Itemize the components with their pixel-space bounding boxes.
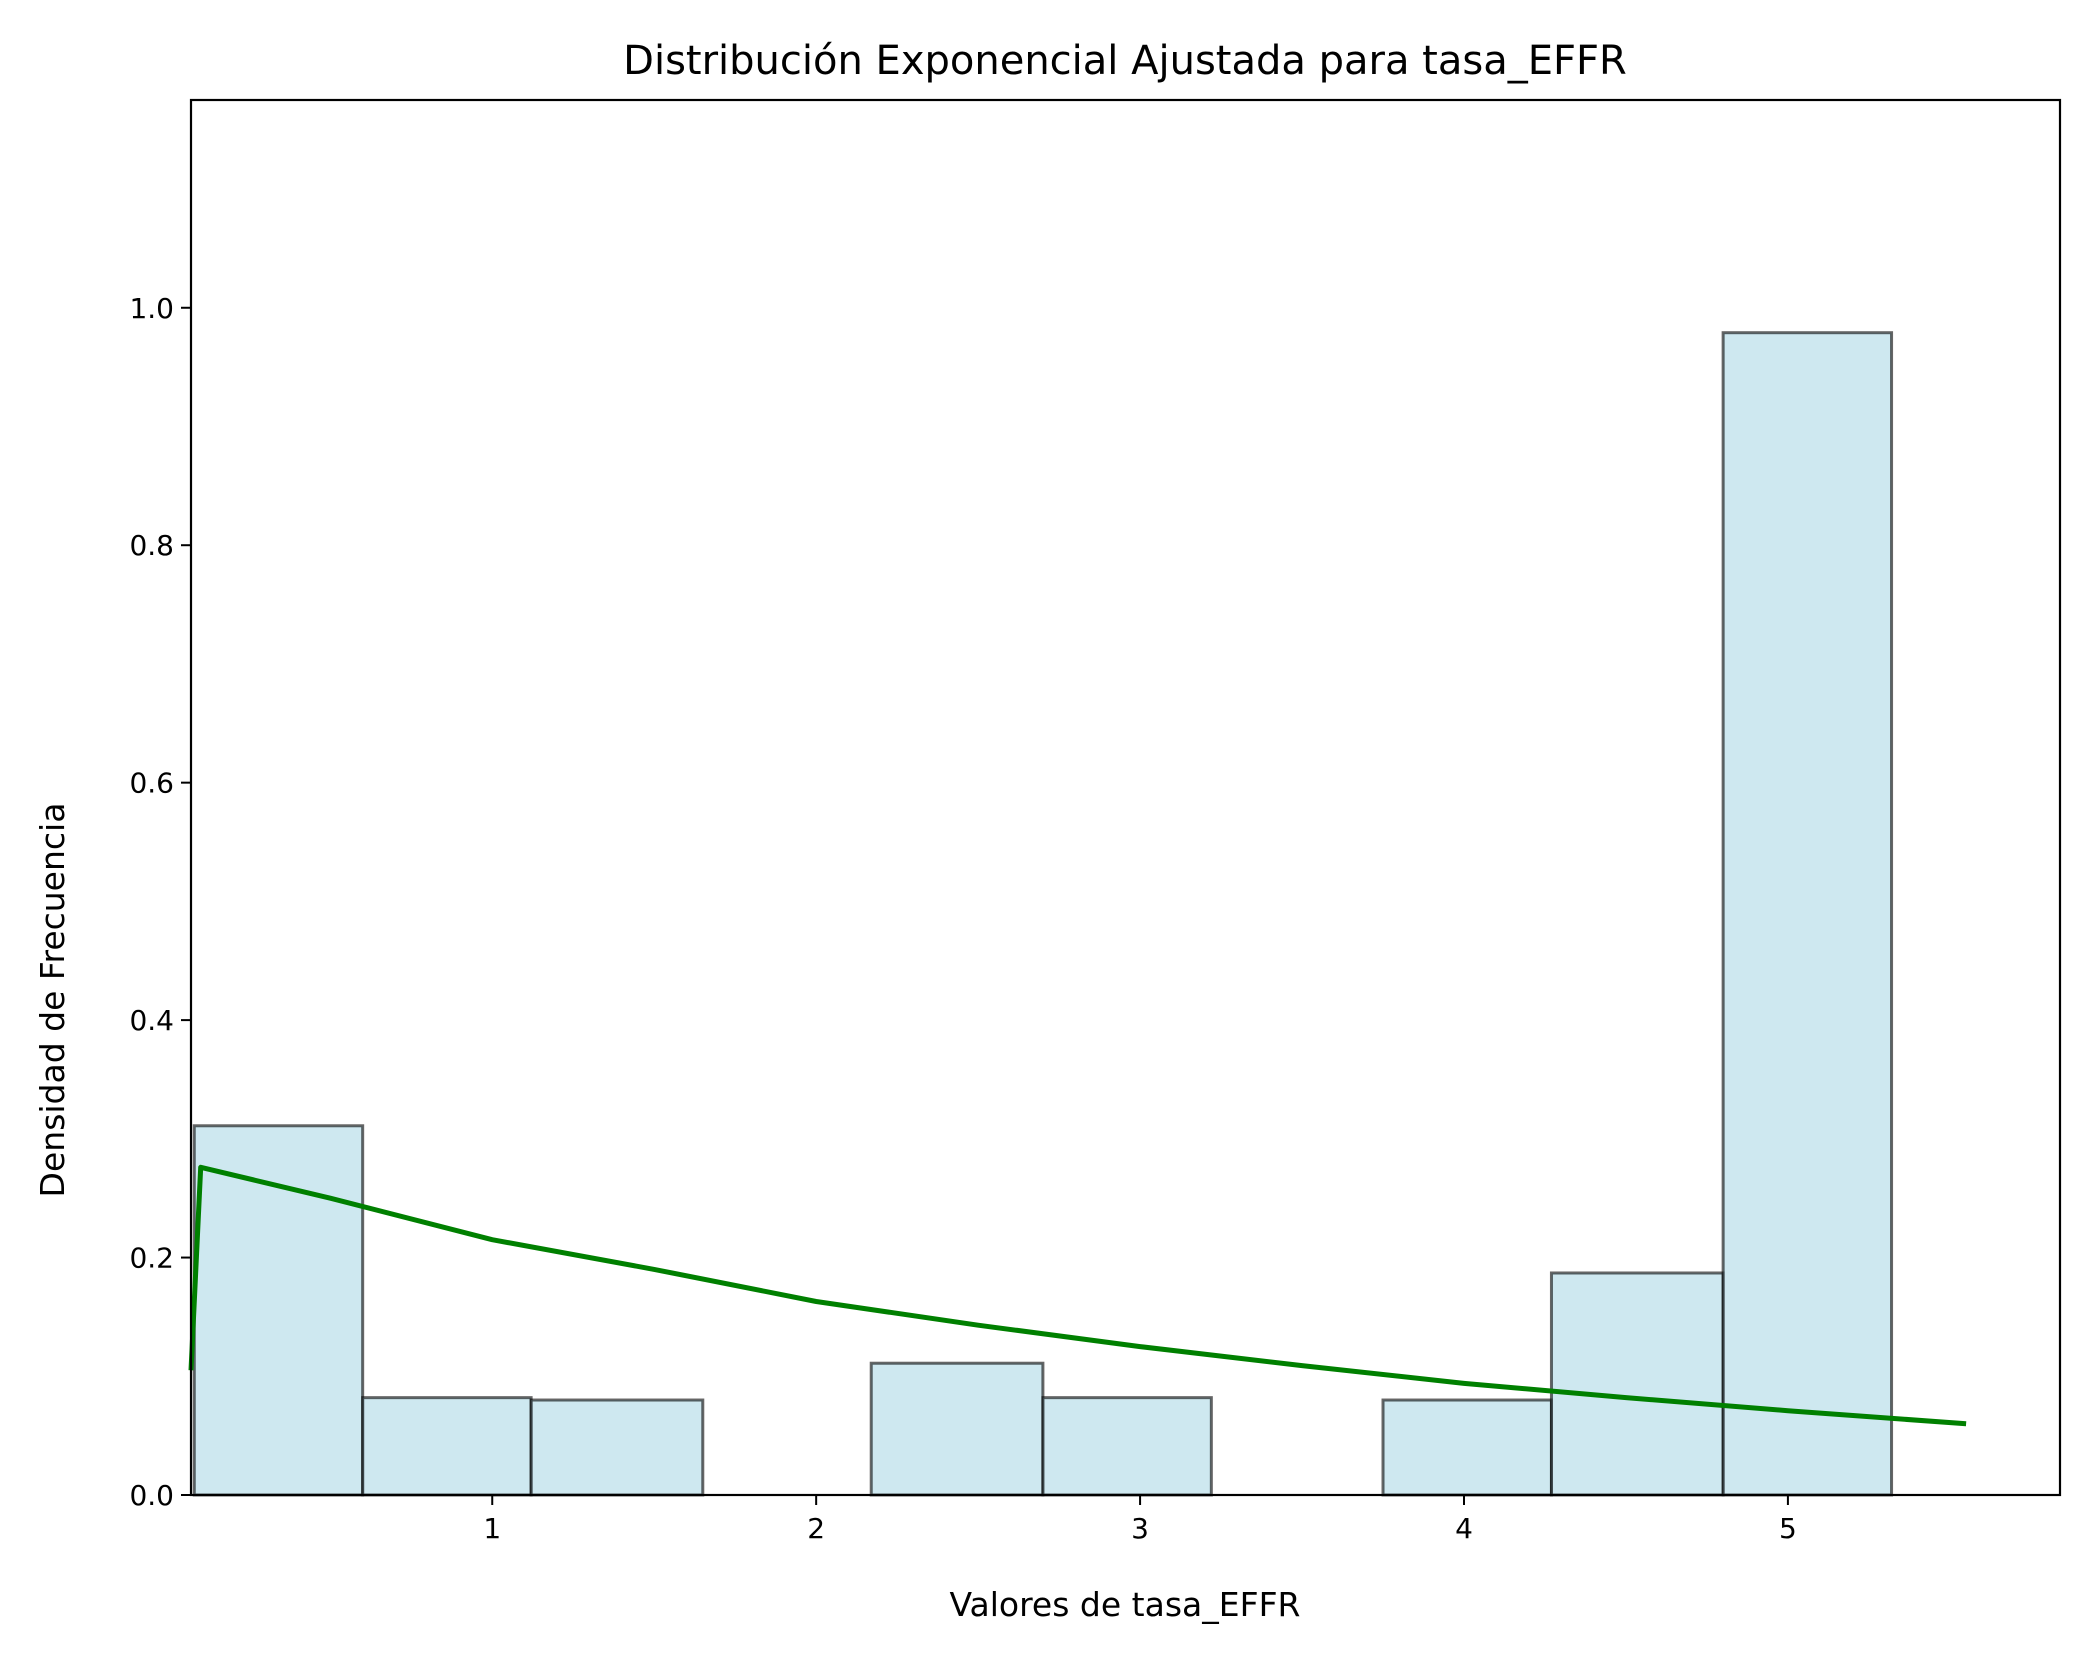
x-tick-label-2: 2: [807, 1512, 825, 1545]
exponential-fit-line: [188, 1164, 1967, 1427]
y-tick-label-0.6: 0.6: [129, 767, 174, 800]
histogram-bar-5: [869, 1361, 1045, 1497]
x-tick-label-3: 3: [1131, 1512, 1149, 1545]
chart-title: Distribución Exponencial Ajustada para t…: [623, 38, 1627, 84]
y-tick-label-0.2: 0.2: [129, 1242, 174, 1275]
plot-area-frame: [189, 98, 2062, 1497]
y-axis-label: Densidad de Frecuencia: [33, 803, 72, 1198]
histogram-bar-1: [192, 1124, 365, 1497]
y-tick-label-1.0: 1.0: [129, 292, 174, 325]
x-axis-label: Valores de tasa_EFFR: [950, 1585, 1301, 1624]
histogram-bar-2: [361, 1396, 533, 1497]
x-tick-label-5: 5: [1779, 1512, 1797, 1545]
histogram-bar-9: [1549, 1271, 1725, 1497]
histogram-bar-10: [1721, 331, 1894, 1497]
y-tick-label-0.8: 0.8: [129, 529, 174, 562]
y-tick-label-0.0: 0.0: [129, 1479, 174, 1512]
x-tick-label-4: 4: [1455, 1512, 1473, 1545]
histogram-bars: [192, 331, 1894, 1497]
y-tick-label-0.4: 0.4: [129, 1004, 174, 1037]
histogram-bar-3: [529, 1398, 705, 1497]
x-tick-label-1: 1: [483, 1512, 501, 1545]
x-axis-ticks: 1 2 3 4 5: [483, 1495, 1797, 1545]
histogram-bar-6: [1041, 1396, 1213, 1497]
y-axis-ticks: 0.0 0.2 0.4 0.6 0.8 1.0: [129, 292, 191, 1512]
histogram-bar-8: [1381, 1398, 1553, 1497]
